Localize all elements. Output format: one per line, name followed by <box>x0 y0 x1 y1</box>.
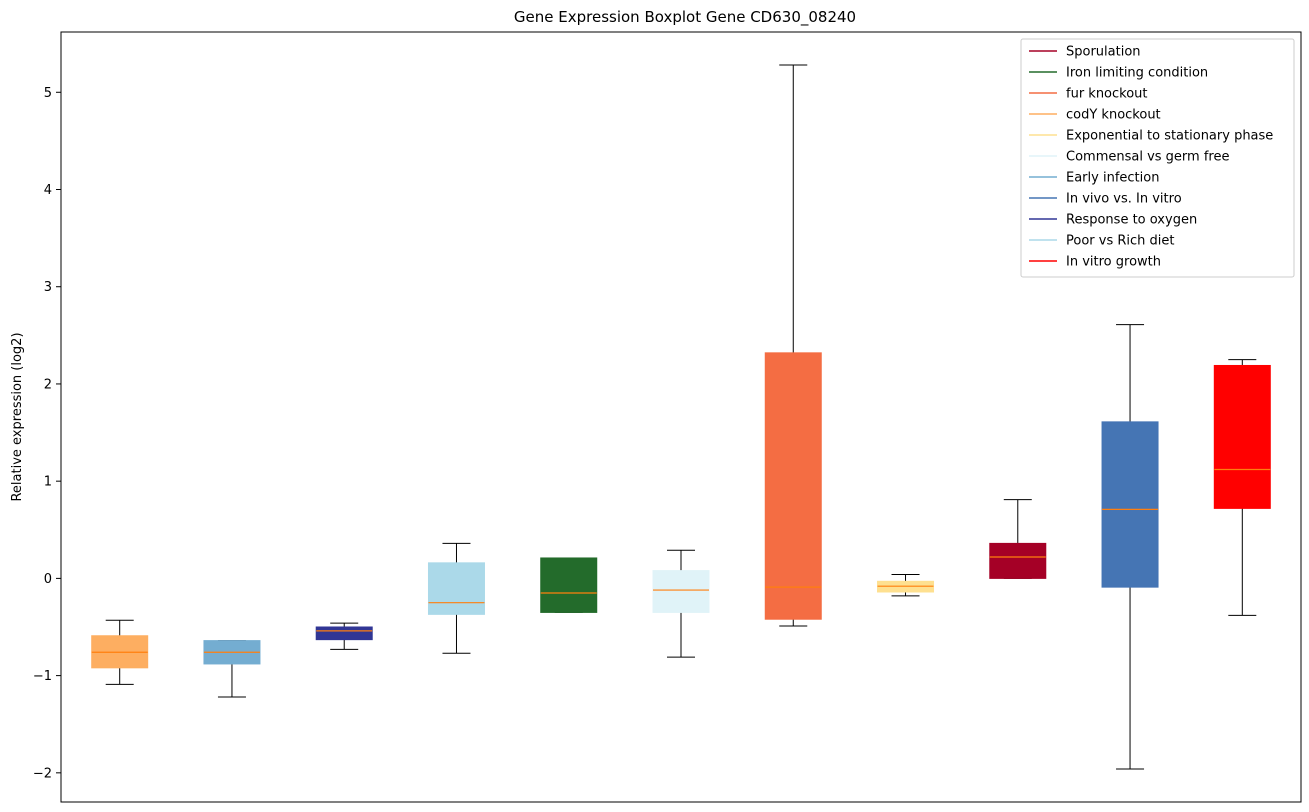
legend-item: fur knockout <box>1029 87 1148 102</box>
legend-item: Iron limiting condition <box>1029 66 1208 81</box>
y-tick-label: 1 <box>44 475 52 490</box>
legend-label: codY knockout <box>1066 108 1161 123</box>
box-group <box>989 499 1047 579</box>
legend-label: Commensal vs germ free <box>1066 150 1229 165</box>
box-iqr <box>427 562 485 615</box>
legend-item: Response to oxygen <box>1029 213 1197 228</box>
legend-item: Commensal vs germ free <box>1029 150 1229 165</box>
y-tick-label: 2 <box>44 377 52 392</box>
box-group <box>1101 324 1159 770</box>
legend-label: Early infection <box>1066 171 1159 186</box>
box-group <box>540 557 598 613</box>
box-group <box>1213 359 1271 616</box>
legend-item: In vitro growth <box>1029 255 1161 270</box>
y-tick-label: 5 <box>44 86 52 101</box>
legend-item: Poor vs Rich diet <box>1029 234 1174 249</box>
y-axis: −2 −1 0 1 2 3 4 5 <box>33 86 61 781</box>
legend-label: Poor vs Rich diet <box>1066 234 1174 249</box>
legend-item: Sporulation <box>1029 45 1141 60</box>
box-iqr <box>540 557 598 613</box>
legend-label: In vivo vs. In vitro <box>1066 192 1182 207</box>
y-tick-label: 4 <box>44 183 52 198</box>
legend-label: Response to oxygen <box>1066 213 1197 228</box>
legend-label: In vitro growth <box>1066 255 1161 270</box>
plot-frame <box>60 31 1302 803</box>
y-tick-label: 3 <box>44 280 52 295</box>
box-group <box>315 622 373 650</box>
y-tick-label: −1 <box>33 669 52 684</box>
legend-item: Early infection <box>1029 171 1159 186</box>
box-group <box>427 542 485 654</box>
box-iqr <box>652 570 710 613</box>
legend-label: fur knockout <box>1066 87 1148 102</box>
box-group <box>652 549 710 658</box>
box-iqr <box>315 626 373 641</box>
legend-box <box>1020 38 1295 278</box>
box-iqr <box>764 352 822 620</box>
legend-item: Exponential to stationary phase <box>1029 129 1273 144</box>
box-iqr <box>1101 421 1159 588</box>
legend-item: codY knockout <box>1029 108 1161 123</box>
box-group <box>203 640 261 698</box>
box-group <box>877 574 935 597</box>
legend: Sporulation Iron limiting condition fur kn… <box>1020 38 1295 278</box>
box-group <box>91 619 149 685</box>
y-axis-label: Relative expression (log2) <box>10 332 25 501</box>
box-iqr <box>1213 364 1271 509</box>
legend-label: Sporulation <box>1066 45 1141 60</box>
legend-label: Exponential to stationary phase <box>1066 129 1273 144</box>
chart-title: Gene Expression Boxplot Gene CD630_08240 <box>514 8 856 27</box>
box-group <box>764 64 822 627</box>
boxes-layer <box>91 64 1271 770</box>
legend-item: In vivo vs. In vitro <box>1029 192 1182 207</box>
legend-label: Iron limiting condition <box>1066 66 1208 81</box>
y-tick-label: 0 <box>44 572 52 587</box>
y-tick-label: −2 <box>33 766 52 781</box>
box-iqr <box>989 542 1047 579</box>
